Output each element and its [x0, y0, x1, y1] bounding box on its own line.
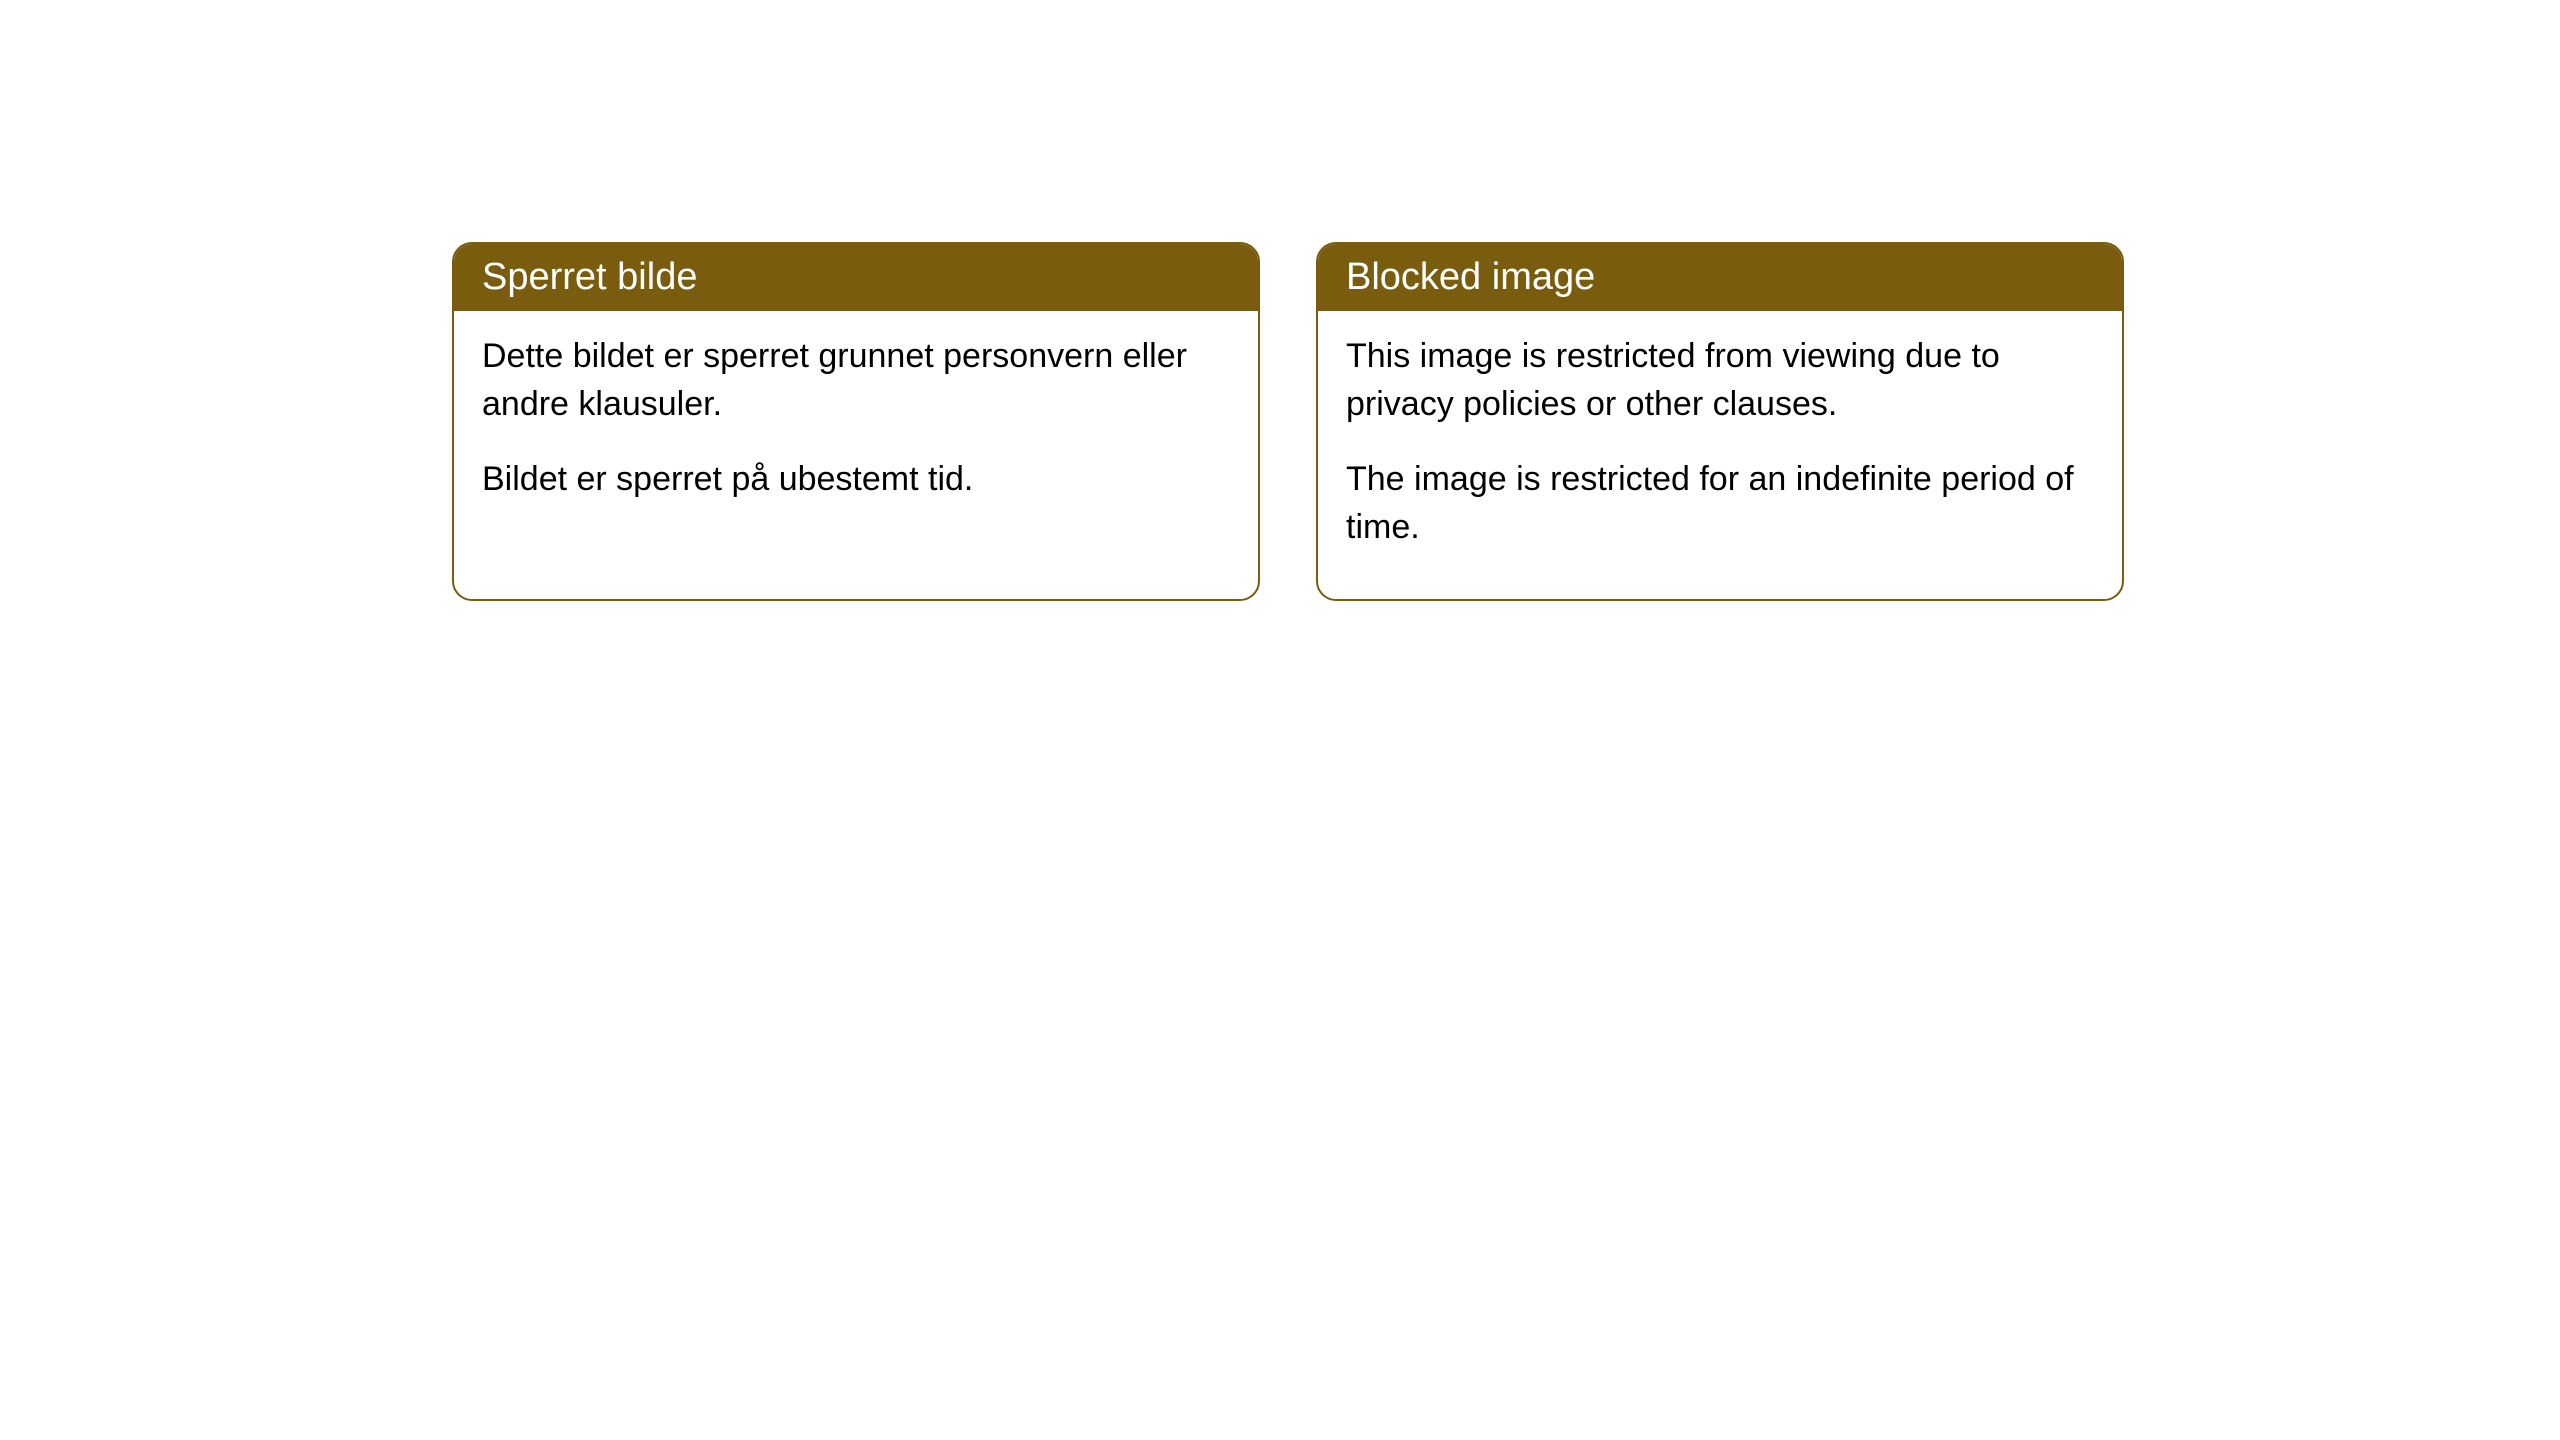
card-header-no: Sperret bilde — [454, 244, 1258, 311]
card-paragraph-no-2: Bildet er sperret på ubestemt tid. — [482, 456, 1230, 504]
card-header-en: Blocked image — [1318, 244, 2122, 311]
cards-container: Sperret bilde Dette bildet er sperret gr… — [452, 242, 2124, 601]
card-title-no: Sperret bilde — [482, 256, 697, 298]
card-paragraph-en-1: This image is restricted from viewing du… — [1346, 333, 2094, 428]
card-title-en: Blocked image — [1346, 256, 1595, 298]
card-body-no: Dette bildet er sperret grunnet personve… — [454, 311, 1258, 552]
blocked-image-card-en: Blocked image This image is restricted f… — [1316, 242, 2124, 601]
card-paragraph-no-1: Dette bildet er sperret grunnet personve… — [482, 333, 1230, 428]
card-paragraph-en-2: The image is restricted for an indefinit… — [1346, 456, 2094, 551]
card-body-en: This image is restricted from viewing du… — [1318, 311, 2122, 599]
blocked-image-card-no: Sperret bilde Dette bildet er sperret gr… — [452, 242, 1260, 601]
